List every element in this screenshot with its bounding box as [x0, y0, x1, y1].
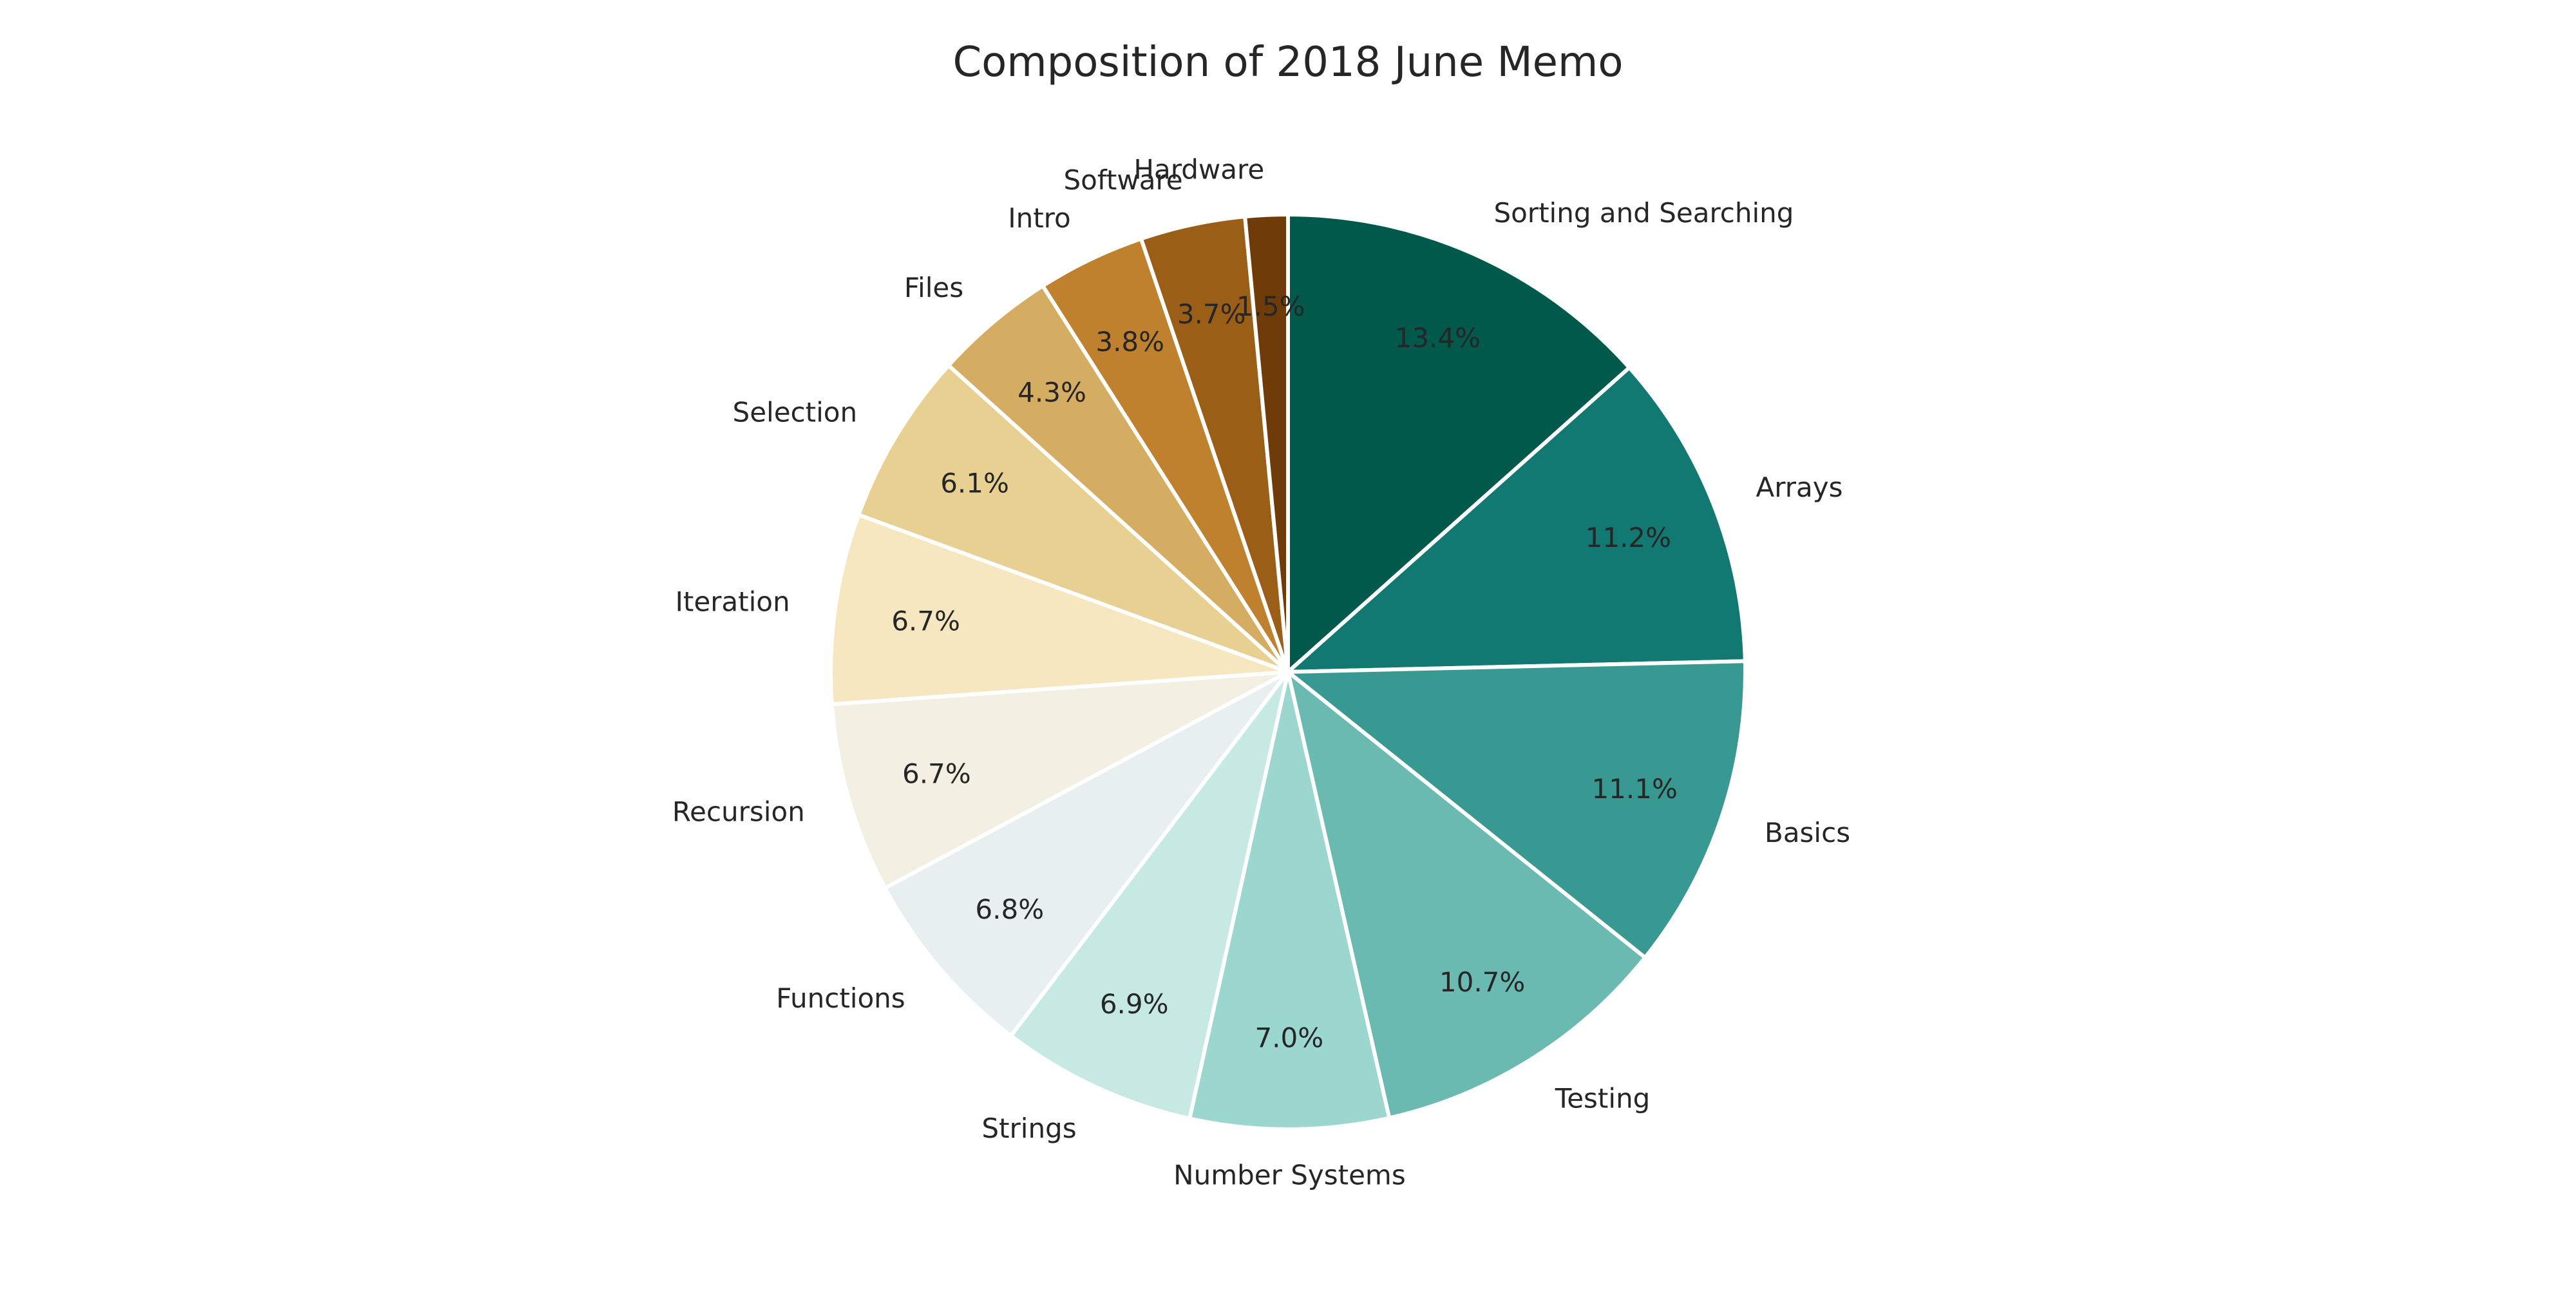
slice-percent-label: 6.7%: [891, 605, 960, 636]
slice-percent-label: 13.4%: [1395, 322, 1481, 354]
slice-percent-label: 3.7%: [1177, 298, 1246, 330]
slice-label: Recursion: [672, 796, 805, 827]
pie-slice-hardware: [1243, 213, 1290, 674]
slice-label: Intro: [1008, 202, 1071, 234]
pie-slice-arrays: [1286, 365, 1747, 674]
pie-slice-number-systems: [1188, 670, 1392, 1131]
slice-label: Functions: [776, 982, 905, 1014]
slice-percent-label: 6.9%: [1100, 988, 1169, 1020]
slice-percent-label: 1.5%: [1236, 291, 1305, 322]
slice-percent-label: 3.8%: [1095, 326, 1164, 358]
slice-percent-label: 6.7%: [902, 758, 971, 789]
pie-slice-testing: [1286, 670, 1647, 1120]
pie-slice-recursion: [829, 670, 1290, 890]
slice-label: Selection: [733, 396, 858, 428]
slice-percent-label: 4.3%: [1018, 377, 1086, 408]
slice-label: Number Systems: [1173, 1160, 1406, 1191]
slice-label: Software: [1064, 164, 1183, 196]
slice-label: Arrays: [1756, 472, 1843, 503]
slice-label: Testing: [1555, 1082, 1651, 1114]
slice-percent-label: 6.8%: [975, 894, 1044, 925]
slice-label: Files: [904, 272, 963, 303]
labels-layer: Sorting and Searching 13.4% Arrays 11.2% Bas…: [672, 153, 1850, 1191]
slice-label: Iteration: [675, 586, 790, 618]
slice-label: Basics: [1765, 817, 1850, 848]
slice-label: Strings: [981, 1113, 1076, 1144]
slice-percent-label: 6.1%: [940, 467, 1009, 499]
pie-slice-strings: [1009, 670, 1290, 1121]
pie-slice-selection: [857, 363, 1290, 674]
chart-title: Composition of 2018 June Memo: [952, 39, 1623, 86]
slice-percent-label: 7.0%: [1255, 1022, 1323, 1054]
slices-layer: [829, 213, 1747, 1131]
slice-label: Hardware: [1133, 153, 1264, 185]
pie-slice-iteration: [829, 513, 1290, 707]
slice-label: Sorting and Searching: [1493, 197, 1794, 229]
pie-slice-files: [946, 283, 1290, 674]
pie-slice-basics: [1286, 659, 1747, 960]
pie-slice-sorting-and-searching: [1286, 213, 1632, 674]
slice-percent-label: 10.7%: [1439, 966, 1525, 998]
slice-percent-label: 11.2%: [1586, 522, 1671, 553]
slice-percent-label: 11.1%: [1591, 773, 1677, 805]
pie-slice-functions: [883, 670, 1290, 1038]
